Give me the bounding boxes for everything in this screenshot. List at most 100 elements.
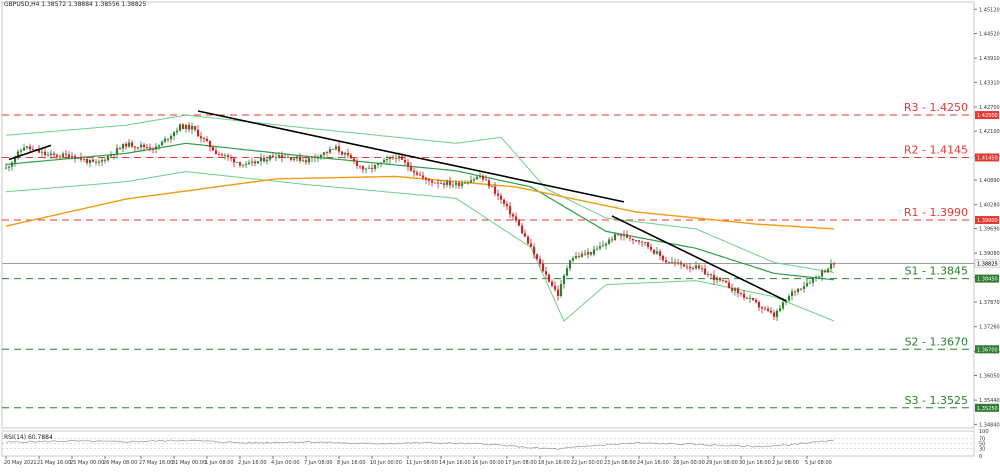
x-tick-label: 1 Jun 08:00 [205, 460, 234, 466]
candle-body [211, 147, 215, 151]
price-tag-s3 [975, 403, 999, 412]
candle-body [580, 253, 584, 257]
candle-body [517, 220, 521, 226]
trendline-minor-downtrend [611, 215, 787, 302]
candle-body [592, 249, 596, 255]
candle-body [556, 289, 560, 296]
candle-body [598, 246, 602, 249]
candle-body [244, 164, 248, 166]
candle-body [757, 302, 761, 308]
candle-body [748, 298, 752, 299]
candle-body [253, 161, 257, 164]
candle-body [286, 157, 290, 158]
candle-body [577, 256, 581, 257]
candle-body [526, 236, 530, 244]
bollinger-upper-band [5, 114, 835, 273]
candle-body [124, 143, 128, 147]
price-tag-r2 [975, 153, 999, 162]
bollinger-lower-band [5, 171, 835, 322]
candle-body [652, 249, 656, 254]
candle-body [403, 159, 407, 163]
x-tick-label: 25 May 00:00 [70, 460, 104, 466]
candle-body [127, 142, 131, 147]
candle-body [535, 254, 539, 259]
x-tick-label: 31 May 00:00 [172, 460, 206, 466]
candle-body [601, 245, 605, 247]
candle-body [388, 157, 392, 160]
candle-body [466, 182, 470, 184]
candle-body [376, 163, 380, 165]
price-tag-s1 [975, 274, 999, 283]
candle-body [280, 155, 284, 158]
candle-body [277, 155, 281, 158]
candle-body [289, 157, 293, 160]
candle-body [148, 147, 152, 149]
candle-body [10, 162, 14, 167]
price-tag-text-r1: 1.39900 [977, 218, 998, 224]
candle-body [499, 195, 503, 200]
candle-body [385, 159, 389, 161]
candle-body [415, 172, 419, 175]
candle-body [334, 146, 338, 150]
candle-body [427, 179, 431, 181]
candle-body [538, 258, 542, 264]
candle-body [436, 182, 440, 184]
candle-body [814, 276, 818, 279]
rsi-axis-label: 70 [979, 437, 985, 443]
candle-body [130, 142, 134, 147]
candle-body [619, 233, 623, 236]
candle-body [697, 265, 701, 269]
candle-body [55, 154, 59, 157]
candle-body [766, 308, 770, 311]
candle-body [139, 144, 143, 148]
y-tick-label: 1.45120 [979, 7, 1000, 13]
candle-body [745, 297, 749, 299]
candle-body [823, 270, 827, 273]
candle-body [142, 144, 146, 148]
rsi-line [5, 439, 835, 450]
candles-group [4, 122, 836, 321]
candle-body [361, 166, 365, 170]
x-tick-label: 27 May 16:00 [139, 460, 173, 466]
candle-body [220, 154, 224, 156]
x-tick-label: 23 Jun 08:00 [604, 460, 636, 466]
candle-body [214, 150, 218, 155]
candle-body [802, 286, 806, 289]
candle-body [79, 157, 83, 160]
candle-body [373, 164, 377, 169]
candle-body [109, 154, 113, 157]
candle-body [7, 166, 11, 168]
candle-body [31, 149, 35, 150]
y-tick-label: 1.43910 [979, 56, 1000, 62]
candle-body [667, 262, 671, 263]
candle-body [721, 280, 725, 282]
candle-body [808, 282, 812, 284]
candle-body [172, 132, 176, 137]
candle-body [547, 274, 551, 282]
y-tick-label: 1.42700 [979, 105, 1000, 111]
rsi-axis-label: 0 [979, 454, 982, 460]
y-tick-label: 1.37870 [979, 300, 1000, 306]
candle-body [121, 143, 125, 149]
candle-body [751, 298, 755, 300]
candle-body [19, 150, 23, 152]
candle-body [37, 149, 41, 153]
x-tick-label: 17 Jun 08:00 [505, 460, 537, 466]
candle-body [487, 180, 491, 187]
candle-body [43, 151, 47, 155]
candle-body [475, 176, 479, 180]
candle-body [343, 153, 347, 155]
candle-body [316, 157, 320, 159]
candle-body [775, 310, 779, 317]
candle-body [820, 270, 824, 277]
y-tick-label: 1.43310 [979, 80, 1000, 86]
candle-body [634, 240, 638, 241]
candle-body [106, 156, 110, 161]
candle-body [325, 152, 329, 154]
candle-body [16, 151, 20, 159]
x-tick-label: 16 Jun 00:00 [472, 460, 504, 466]
candle-body [166, 138, 170, 140]
candle-body [85, 159, 89, 163]
